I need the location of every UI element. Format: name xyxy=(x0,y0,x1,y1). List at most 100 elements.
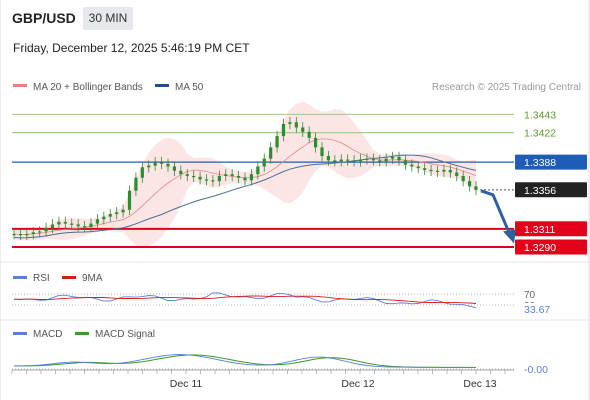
candle-body xyxy=(50,224,55,228)
candle-body xyxy=(384,158,388,162)
resistance-1-label: 1.3443 xyxy=(524,110,556,122)
candle-body xyxy=(416,166,420,169)
candle-body xyxy=(442,169,446,172)
candle-body xyxy=(275,136,279,148)
rsi-line xyxy=(13,292,477,309)
candle-body xyxy=(269,147,273,159)
rsi-70-label: 70 xyxy=(524,290,536,301)
timeframe-badge[interactable]: 30 MIN xyxy=(83,7,133,30)
candle-body xyxy=(127,190,132,210)
forecast-arrow-shaft xyxy=(480,189,511,233)
candle-body xyxy=(378,160,382,162)
candle-body xyxy=(256,166,260,175)
rsi-swatch xyxy=(13,276,27,279)
candle-body xyxy=(467,181,472,187)
candle-body xyxy=(346,159,350,161)
macd-line xyxy=(14,354,476,368)
candle-body xyxy=(115,212,119,215)
candle-body xyxy=(44,227,48,232)
macd-lines xyxy=(14,354,477,368)
candle-body xyxy=(313,137,318,148)
rsi-value-bg xyxy=(516,303,556,316)
rsi-value-label: 33.67 xyxy=(524,304,550,316)
candle-body xyxy=(76,224,80,227)
credit-text: Research © 2025 Trading Central xyxy=(432,82,581,93)
candle-body xyxy=(448,169,452,173)
candle-body xyxy=(435,170,440,172)
candle-body xyxy=(95,219,100,224)
candle-body xyxy=(294,122,298,128)
support-2-badge xyxy=(515,239,587,255)
candle-body xyxy=(140,167,144,178)
candle-body xyxy=(301,127,305,132)
candle-body xyxy=(192,175,196,178)
candle-body xyxy=(365,158,369,160)
candle-body xyxy=(320,147,324,157)
candle-body xyxy=(288,122,292,124)
candle-body xyxy=(38,231,42,233)
candle-body xyxy=(461,175,465,182)
x-tick-label-dec12: Dec 12 xyxy=(341,378,374,390)
rsi-ma-line xyxy=(13,295,477,304)
candle-body xyxy=(172,166,177,171)
macd-signal-swatch xyxy=(75,332,89,335)
rsi-ma-swatch xyxy=(62,276,76,279)
support-1-label: 1.3311 xyxy=(524,224,555,236)
forecast-arrow-head xyxy=(503,229,516,244)
macd-legend: MACD MACD Signal xyxy=(13,329,155,340)
current-level-badge xyxy=(515,154,587,170)
last-price-label: 1.3356 xyxy=(524,185,556,197)
candle-body xyxy=(57,221,61,225)
candle-body xyxy=(455,172,459,176)
macd-signal-legend-label: MACD Signal xyxy=(95,329,155,340)
candle-body xyxy=(25,234,29,236)
candle-body xyxy=(230,174,234,176)
candle-body xyxy=(82,226,87,228)
price-legend: MA 20 + Bollinger Bands MA 50 Research ©… xyxy=(13,82,581,93)
current-level-label: 1.3388 xyxy=(524,157,556,169)
candle-body xyxy=(89,223,93,228)
candle-body xyxy=(211,180,215,182)
last-price-badge xyxy=(515,182,587,198)
chart-datetime: Friday, December 12, 2025 5:46:19 PM CET xyxy=(13,41,250,55)
macd-value-label: -0.00 xyxy=(524,364,548,376)
forecast-arrow xyxy=(480,189,516,244)
price-candles xyxy=(12,117,478,241)
resistance-2-label: 1.3422 xyxy=(524,128,556,140)
candle-body xyxy=(403,160,408,165)
candle-body xyxy=(390,156,395,159)
candle-body xyxy=(159,162,164,164)
rsi-ma-legend-label: 9MA xyxy=(82,273,103,284)
candle-body xyxy=(397,156,401,161)
candle-body xyxy=(243,177,247,181)
ma50-legend-label: MA 50 xyxy=(175,82,204,93)
candle-body xyxy=(326,156,331,161)
rsi-legend-label: RSI xyxy=(33,273,50,284)
candle-body xyxy=(153,162,157,166)
macd-swatch xyxy=(13,332,27,335)
x-tick-label-dec11: Dec 11 xyxy=(170,378,203,390)
candle-body xyxy=(179,170,183,175)
candle-body xyxy=(147,165,151,168)
candle-body xyxy=(121,209,125,213)
candle-body xyxy=(307,131,311,138)
candle-body xyxy=(217,175,221,182)
ma20-bb-legend-label: MA 20 + Bollinger Bands xyxy=(33,82,143,93)
candle-body xyxy=(63,221,67,224)
candle-body xyxy=(339,159,343,162)
rsi-legend: RSI 9MA xyxy=(13,273,103,284)
candle-body xyxy=(31,232,35,235)
candle-body xyxy=(358,159,363,162)
candle-body xyxy=(18,234,23,236)
candle-body xyxy=(352,160,356,162)
support-1-badge xyxy=(515,221,587,237)
candle-body xyxy=(236,175,241,178)
candle-body xyxy=(166,163,170,167)
candle-body xyxy=(102,216,106,220)
candle-body xyxy=(333,160,337,162)
candle-body xyxy=(70,223,74,225)
rsi-lines xyxy=(13,292,477,309)
ma50-swatch xyxy=(155,84,169,87)
candle-body xyxy=(474,186,478,190)
